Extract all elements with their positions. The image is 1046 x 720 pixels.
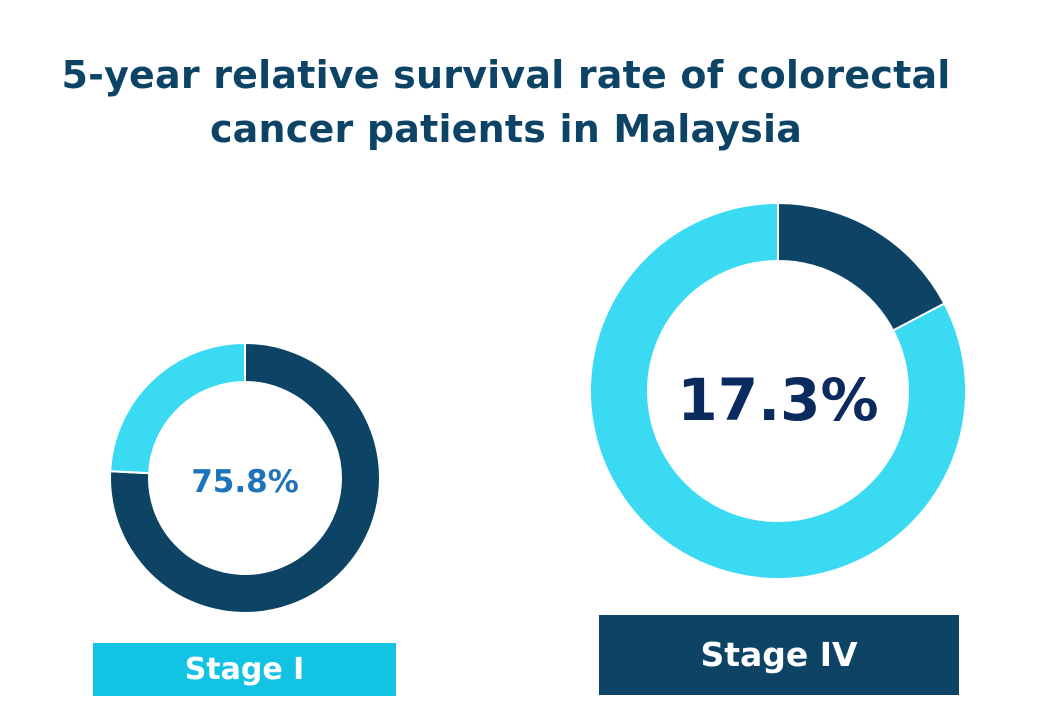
chart-title-line-1: 5-year relative survival rate of colorec… (61, 53, 951, 97)
donut-slice-2-2 (588, 201, 967, 580)
donut-slice-2-1 (777, 201, 946, 332)
donut-chart-stage-i (109, 341, 381, 614)
donut-center-value-stage-i: 75.8% (191, 464, 299, 500)
donut-chart-stage-iv (588, 201, 967, 580)
donut-slice-1-1 (109, 341, 381, 614)
chart-title-line-2: cancer patients in Malaysia (209, 107, 803, 151)
chart-title: 5-year relative survival rate of colorec… (0, 48, 1012, 156)
donut-center-value-stage-iv: 17.3% (677, 366, 879, 434)
stage-label-stage-iv: Stage IV (599, 615, 959, 695)
donut-slice-1-2 (109, 341, 246, 475)
stage-label-stage-i: Stage I (93, 643, 396, 696)
